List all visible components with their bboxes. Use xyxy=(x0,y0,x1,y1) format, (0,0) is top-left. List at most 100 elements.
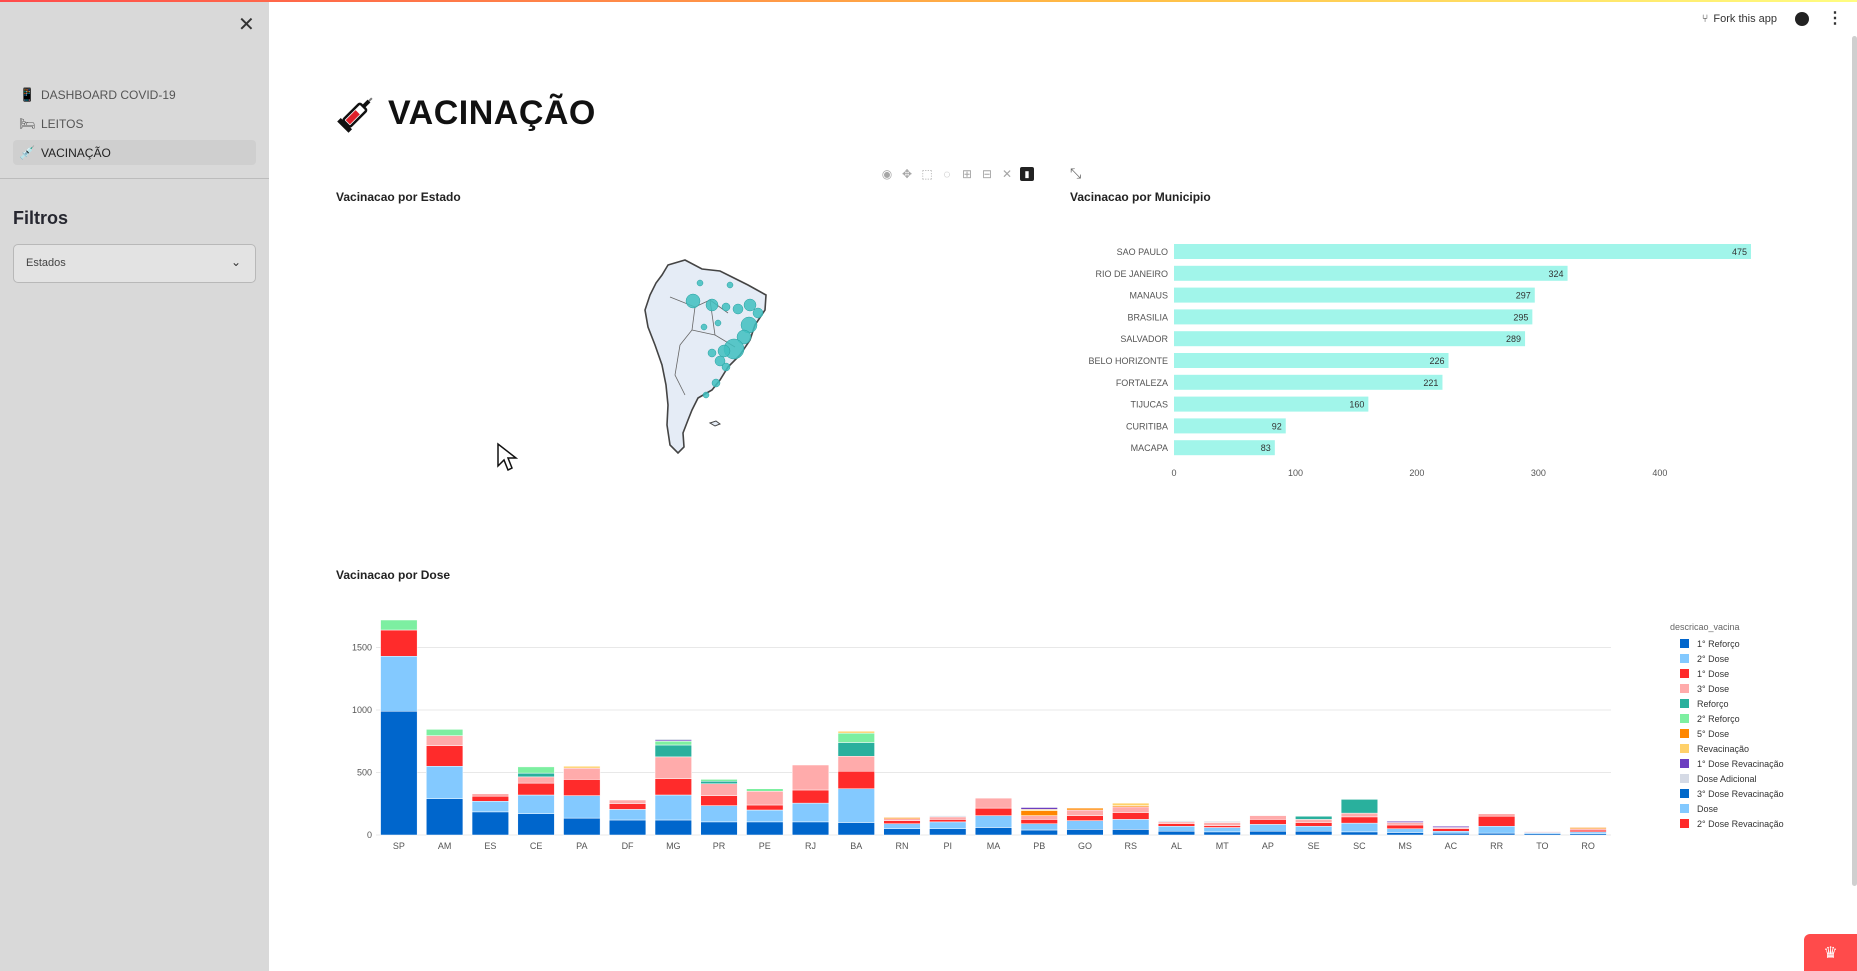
filters-title: Filtros xyxy=(13,208,69,228)
dose-bar-segment xyxy=(471,793,509,797)
dose-bar-segment xyxy=(1203,831,1241,836)
crown-icon: ♛ xyxy=(1823,944,1838,962)
fork-button[interactable]: ⑂ Fork this app xyxy=(1702,13,1777,25)
legend-swatch xyxy=(1680,639,1689,648)
states-select[interactable]: Estados ⌄ xyxy=(13,244,256,283)
plotly-logo-icon[interactable]: ▮ xyxy=(1020,167,1034,181)
camera-icon[interactable]: ◉ xyxy=(881,167,893,181)
south-america-map[interactable] xyxy=(640,255,780,460)
legend-item[interactable]: 1° Dose xyxy=(1670,666,1784,681)
dose-bar-segment xyxy=(883,817,921,819)
dose-bar-segment xyxy=(1112,829,1150,836)
zoom-out-icon[interactable]: ⊟ xyxy=(981,167,993,181)
dose-x-tick: SC xyxy=(1353,841,1366,851)
dose-bar-segment xyxy=(654,738,692,741)
dose-bar-segment xyxy=(609,799,647,804)
dose-bar-segment xyxy=(1569,829,1607,833)
legend-item[interactable]: 2° Dose Revacinação xyxy=(1670,816,1784,831)
dose-bar-segment xyxy=(1478,813,1516,817)
municipio-category-label: FORTALEZA xyxy=(1116,378,1168,388)
dose-x-tick: CE xyxy=(530,841,543,851)
dashboard-icon: 📱 xyxy=(19,86,36,102)
dose-bar-segment xyxy=(426,729,464,736)
dose-bar-segment xyxy=(517,813,555,836)
scrollbar[interactable] xyxy=(1852,36,1857,886)
pan-icon[interactable]: ✥ xyxy=(901,167,913,181)
legend-item[interactable]: 1° Dose Revacinação xyxy=(1670,756,1784,771)
dose-x-tick: TO xyxy=(1536,841,1548,851)
dose-bar-segment xyxy=(1386,832,1424,836)
legend-item[interactable]: Dose Adicional xyxy=(1670,771,1784,786)
legend-title: descricao_vacina xyxy=(1670,622,1740,632)
dose-bar-segment xyxy=(1203,822,1241,826)
legend-item[interactable]: 5° Dose xyxy=(1670,726,1784,741)
municipio-x-tick: 100 xyxy=(1288,468,1303,478)
dose-bar-segment xyxy=(1386,822,1424,826)
dose-bar-segment xyxy=(1386,824,1424,829)
dose-bar-segment xyxy=(1020,807,1058,810)
dose-bar-segment xyxy=(1432,831,1470,834)
legend-swatch xyxy=(1680,729,1689,738)
dose-bar-segment xyxy=(1020,815,1058,820)
municipio-bar-chart[interactable]: SAO PAULO 475 RIO DE JANEIRO 324 MANAUS 297 BR… xyxy=(1070,236,1770,486)
dose-x-tick: MA xyxy=(987,841,1001,851)
dose-bar-segment xyxy=(654,819,692,836)
dose-bar-segment xyxy=(1020,819,1058,824)
legend-item[interactable]: 2° Reforço xyxy=(1670,711,1784,726)
municipio-category-label: TIJUCAS xyxy=(1130,400,1168,410)
dose-bar-segment xyxy=(974,815,1013,828)
dose-bar-segment xyxy=(1340,831,1378,836)
municipio-bar xyxy=(1174,396,1369,412)
dose-bar-segment xyxy=(700,781,738,784)
dose-bar-segment xyxy=(517,766,555,774)
sidebar-item-label: VACINAÇÃO xyxy=(41,145,111,160)
dose-bar-segment xyxy=(654,756,692,779)
municipio-bar xyxy=(1174,287,1535,303)
legend-item[interactable]: 3° Dose Revacinação xyxy=(1670,786,1784,801)
legend-swatch xyxy=(1680,789,1689,798)
sidebar-item-label: DASHBOARD COVID-19 xyxy=(41,87,176,102)
municipio-category-label: BELO HORIZONTE xyxy=(1088,356,1168,366)
sidebar-item-dashboard[interactable]: 📱 DASHBOARD COVID-19 xyxy=(13,82,256,107)
legend-item[interactable]: Dose xyxy=(1670,801,1784,816)
dose-bar-segment xyxy=(1066,829,1104,836)
kebab-menu-icon[interactable]: ⋮ xyxy=(1827,10,1843,27)
sidebar-item-vacinacao[interactable]: 💉 VACINAÇÃO xyxy=(13,140,256,165)
dose-stacked-bar-chart[interactable]: 0 500 1000 1500 SP AM ES CE PA DF MG PR PE RJ BA RN PI MA… xyxy=(336,610,1626,860)
dose-bar-segment xyxy=(1157,831,1196,836)
legend-item[interactable]: 2° Dose xyxy=(1670,651,1784,666)
bed-icon: 🛏 xyxy=(19,115,36,131)
legend-swatch xyxy=(1680,699,1689,708)
page-title: VACINAÇÃO xyxy=(336,92,596,134)
lasso-icon[interactable]: ◌ xyxy=(943,167,951,181)
legend-swatch xyxy=(1680,774,1689,783)
dose-bar-segment xyxy=(380,656,418,712)
github-icon[interactable] xyxy=(1795,12,1809,26)
states-select-value: Estados xyxy=(26,257,66,269)
map-bubble xyxy=(726,281,734,289)
streamlit-crown-button[interactable]: ♛ xyxy=(1804,934,1857,971)
fullscreen-icon[interactable]: ⤡ xyxy=(1070,165,1082,181)
dose-bar-segment xyxy=(563,795,601,819)
dose-bar-segment xyxy=(883,818,921,821)
legend-label: 1° Dose xyxy=(1697,668,1730,679)
legend-item[interactable]: 3° Dose xyxy=(1670,681,1784,696)
legend-item[interactable]: Revacinação xyxy=(1670,741,1784,756)
dose-bar-segment xyxy=(1295,826,1333,832)
map-bubble xyxy=(696,279,704,287)
zoom-in-icon[interactable]: ⊞ xyxy=(961,167,973,181)
dose-bar-segment xyxy=(1569,831,1607,834)
map-bubble xyxy=(732,303,744,315)
dose-x-tick: RN xyxy=(896,841,909,851)
legend-item[interactable]: Reforço xyxy=(1670,696,1784,711)
autoscale-icon[interactable]: ✕ xyxy=(1001,167,1013,181)
dose-bar-segment xyxy=(1295,831,1333,836)
close-icon[interactable]: ✕ xyxy=(238,14,255,36)
sidebar-item-leitos[interactable]: 🛏 LEITOS xyxy=(13,111,256,136)
legend-item[interactable]: 1° Reforço xyxy=(1670,636,1784,651)
dose-bar-segment xyxy=(1020,829,1058,836)
fork-label: Fork this app xyxy=(1713,13,1777,25)
dose-bar-segment xyxy=(1203,825,1241,828)
box-select-icon[interactable]: ⬚ xyxy=(921,167,933,181)
dose-bar-segment xyxy=(791,802,830,823)
